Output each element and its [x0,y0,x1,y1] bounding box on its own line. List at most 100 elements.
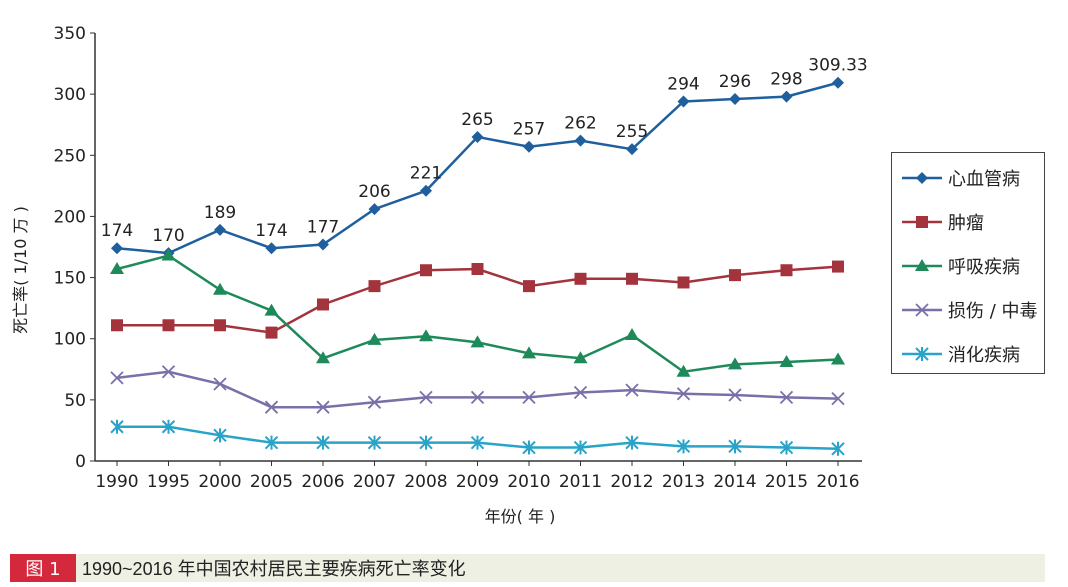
legend-marker-icon [902,216,942,228]
data-label: 206 [358,182,390,202]
data-point [213,377,227,391]
legend-label: 呼吸疾病 [948,257,1020,278]
x-tick-label: 2012 [610,472,653,492]
legend-marker-icon [902,172,942,184]
data-label: 298 [770,70,802,90]
data-point [317,238,329,251]
data-point [161,365,176,379]
y-tick-label: 350 [54,24,86,44]
series-line [116,81,839,255]
data-label: 296 [719,72,751,92]
legend: 心血管病 肿瘤 呼吸疾病 损伤 / 中毒 消化疾病 [891,152,1045,374]
data-point [625,328,639,341]
legend-marker [916,216,928,228]
data-point [214,223,226,236]
y-tick-label: 300 [54,85,86,105]
data-point [265,242,278,255]
chart-title: 1990~2016 年中国农村居民主要疾病死亡率变化 [82,559,466,579]
y-tick-label: 50 [64,391,86,411]
data-point [779,440,794,455]
x-tick-label: 2010 [507,472,550,492]
data-point [213,282,227,295]
data-label: 189 [204,203,236,223]
data-point [264,400,279,414]
data-point [419,329,433,342]
data-point [779,354,794,367]
data-point [522,390,536,405]
data-point [470,390,485,405]
data-point [676,364,691,377]
x-tick-label: 2006 [301,472,344,492]
data-label: 255 [616,122,648,142]
caption: 图 1 1990~2016 年中国农村居民主要疾病死亡率变化 [10,554,1045,582]
y-tick-label: 250 [54,146,86,166]
data-label: 294 [667,74,699,94]
data-point [161,419,176,434]
data-label: 257 [513,120,545,140]
data-label: 265 [461,110,493,130]
data-point [265,326,278,339]
data-point [110,419,124,434]
legend-marker [915,347,929,361]
data-point [522,346,536,359]
data-point [471,130,484,143]
data-point [367,332,382,345]
data-point [111,319,123,332]
y-axis-label: 死亡率( 1/10 万 ) [11,206,30,334]
data-point [523,140,535,153]
data-point [676,387,691,401]
data-point [831,391,845,406]
data-point [626,272,638,285]
data-point [779,390,794,405]
data-point [728,439,742,454]
data-label: 221 [410,164,442,184]
data-label: 174 [255,221,287,241]
x-axis-label: 年份( 年 ) [485,507,556,526]
x-tick-label: 2007 [353,472,396,492]
data-point [626,143,638,156]
y-tick-label: 100 [54,330,86,350]
data-point [213,428,227,443]
data-point [420,264,432,277]
legend-item: 肿瘤 [902,209,984,235]
data-point [625,435,639,450]
data-point [573,385,588,400]
legend-item: 心血管病 [902,165,1020,191]
data-point [573,440,588,455]
y-tick-label: 200 [54,207,86,227]
x-tick-label: 2005 [250,472,293,492]
x-tick-label: 2014 [713,472,756,492]
data-point [111,242,123,255]
data-point [832,76,844,89]
data-point [676,439,691,454]
data-point [110,371,124,385]
data-point [368,203,381,216]
data-point [214,319,226,332]
data-point [316,435,330,450]
legend-label: 心血管病 [948,169,1020,190]
figure-label: 图 1 [10,554,76,582]
data-point [316,351,330,364]
legend-marker-icon [902,259,942,271]
data-point [523,280,535,293]
data-point [470,435,485,450]
x-tick-label: 2011 [559,472,602,492]
data-point [419,435,433,450]
y-tick-label: 150 [54,269,86,289]
data-point [574,134,587,147]
data-point [264,303,279,316]
x-tick-label: 1995 [147,472,190,492]
data-point [420,184,432,197]
data-point [625,383,639,397]
legend-item: 损伤 / 中毒 [902,297,1038,323]
data-label: 170 [152,226,184,246]
legend-marker-icon [902,347,942,361]
x-tick-label: 2009 [456,472,499,492]
x-tick-label: 1990 [95,472,138,492]
data-point [677,276,690,289]
data-point [729,93,741,106]
data-point [110,262,124,275]
data-point [780,90,793,103]
data-point [728,388,742,402]
